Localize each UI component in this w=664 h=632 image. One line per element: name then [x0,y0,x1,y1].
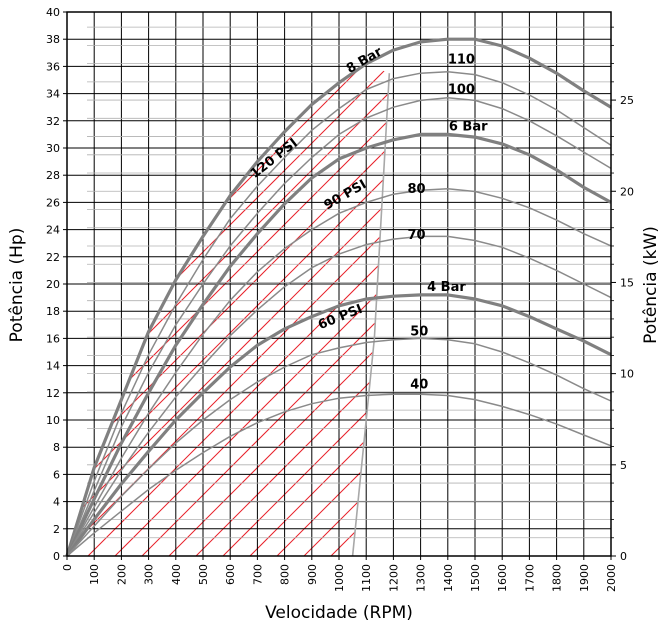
series-line-2 [66,96,612,557]
curve-label: 6 Bar [449,119,488,134]
y2-tick-label: 0 [620,550,627,563]
hatch-line [87,63,390,557]
curve-label: 80 [407,182,425,197]
y-tick-label: 40 [46,6,60,19]
y-tick-label: 34 [46,88,60,101]
limit-boundary-line [351,73,391,557]
y-tick-label: 10 [46,414,60,427]
y-tick-label: 18 [46,305,60,318]
x-tick-label: 300 [143,564,156,585]
x-tick-label: 1500 [469,564,482,592]
hatch-line [493,0,664,556]
y-tick-label: 16 [46,332,60,345]
hatch-line [168,63,390,557]
hatch-line [67,63,390,557]
x-tick-label: 1000 [333,564,346,592]
x-tick-label: 1200 [387,564,400,592]
hatch-line [303,63,390,557]
hatch-line [249,63,390,557]
curve-label: 100 [448,83,475,98]
curve-label: 70 [407,228,425,243]
x-axis-title: Velocidade (RPM) [265,603,413,623]
y2-tick-label: 5 [620,459,627,472]
series-line-6 [65,293,612,557]
x-tick-label: 1800 [551,564,564,592]
series-layer [65,37,612,557]
y-tick-label: 14 [46,360,60,373]
y-tick-label: 2 [53,523,60,536]
hatch-line [141,63,390,557]
hatch-line [67,63,390,557]
x-tick-label: 1400 [442,564,455,592]
y-tick-label: 8 [53,441,60,454]
x-tick-label: 1700 [523,564,536,592]
axes-layer: 0 100 200 300 400 500 600 700 800 900 1000 1100 1200… [46,6,634,592]
hatch-line [67,63,390,557]
hatch-line [67,63,390,557]
grid-layer [66,11,612,557]
series-line-5 [66,235,612,557]
y-tick-label: 24 [46,224,60,237]
curve-label: 8 Bar [344,44,385,77]
x-tick-label: 600 [224,564,237,585]
series-line-7 [66,337,612,557]
y-tick-label: 32 [46,115,60,128]
series-line-3 [65,132,612,557]
y-tick-label: 22 [46,251,60,264]
x-tick-label: 1100 [360,564,373,592]
y-tick-label: 6 [53,468,60,481]
y2-tick-label: 25 [620,94,634,107]
curve-label: 4 Bar [427,280,466,295]
hatch-line [195,63,390,557]
y-axis-title: Potência (Hp) [7,228,27,343]
x-tick-label: 0 [61,564,74,571]
y-tick-label: 26 [46,196,60,209]
x-tick-label: 1600 [496,564,509,592]
y-tick-label: 12 [46,387,60,400]
x-tick-label: 100 [88,564,101,585]
y-tick-label: 0 [53,550,60,563]
y-tick-label: 28 [46,169,60,182]
y-tick-label: 36 [46,60,60,73]
curve-label: 40 [410,378,428,393]
series-line-1 [66,71,612,557]
curve-label: 90 PSI [322,177,370,213]
x-tick-label: 200 [115,564,128,585]
x-tick-label: 700 [251,564,264,585]
series-line-8 [66,393,612,557]
y-tick-label: 38 [46,33,60,46]
series-line-4 [66,188,612,557]
hatch-line [67,63,390,557]
hatch-line [222,63,390,557]
y2-tick-label: 10 [620,368,634,381]
hatch-line [67,63,390,557]
y2-tick-label: 20 [620,185,634,198]
x-tick-label: 900 [306,564,319,585]
y-tick-label: 20 [46,278,60,291]
hatch-line [67,63,271,557]
x-tick-label: 1900 [578,564,591,592]
y-tick-label: 30 [46,142,60,155]
x-tick-label: 2000 [605,564,618,592]
hatch-line [357,63,390,557]
hatch-layer [67,0,664,557]
y2-axis-title: Potência (kW) [641,226,661,344]
hatch-line [466,0,664,556]
x-tick-label: 400 [170,564,183,585]
y-tick-label: 4 [53,496,60,509]
series-line-0 [65,37,612,557]
x-tick-label: 800 [279,564,292,585]
hatch-line [114,63,390,557]
hatch-lines [67,0,664,557]
curve-label: 110 [448,53,475,68]
x-tick-label: 1300 [415,564,428,592]
y2-tick-label: 15 [620,276,634,289]
curve-label: 50 [410,325,428,340]
x-tick-label: 500 [197,564,210,585]
